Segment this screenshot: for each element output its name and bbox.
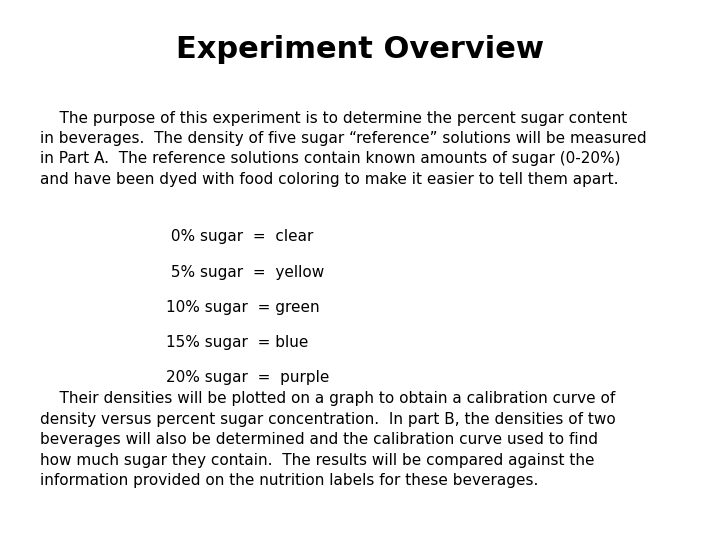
Text: 5% sugar  =  yellow: 5% sugar = yellow xyxy=(166,265,324,280)
Text: 15% sugar  = blue: 15% sugar = blue xyxy=(166,335,308,350)
Text: Their densities will be plotted on a graph to obtain a calibration curve of
dens: Their densities will be plotted on a gra… xyxy=(40,392,616,488)
Text: 10% sugar  = green: 10% sugar = green xyxy=(166,300,319,315)
Text: Experiment Overview: Experiment Overview xyxy=(176,35,544,64)
Text: The purpose of this experiment is to determine the percent sugar content
in beve: The purpose of this experiment is to det… xyxy=(40,111,647,187)
Text: 0% sugar  =  clear: 0% sugar = clear xyxy=(166,230,313,245)
Text: 20% sugar  =  purple: 20% sugar = purple xyxy=(166,370,329,385)
